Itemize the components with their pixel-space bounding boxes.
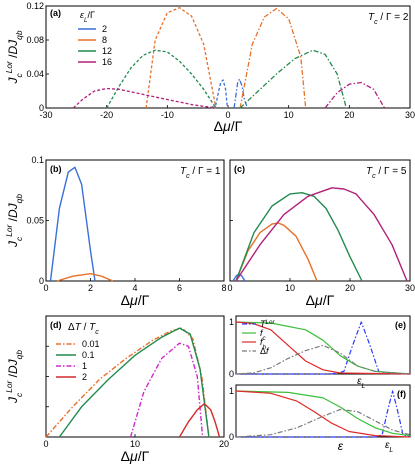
panel-b-tag: (b) xyxy=(50,164,62,174)
panel-d-legend-label: 0.01 xyxy=(82,339,100,349)
panel-a-series-2-dashed xyxy=(210,79,229,109)
panel-b-ytick-label: 0.1 xyxy=(31,155,44,165)
panel-c-xtick-label: 0 xyxy=(227,283,232,293)
panel-b-ytick-label: 0 xyxy=(39,276,44,286)
panel-d-xlabel: Δμ/Γ xyxy=(121,448,150,464)
panel-d-xtick-label: 10 xyxy=(130,439,140,449)
panel-d-xtick-label: 20 xyxy=(219,439,229,449)
panel-b-xtick-label: 4 xyxy=(132,283,137,293)
panel-a-series-12-dashed xyxy=(106,49,217,109)
panel-f-series-f_c xyxy=(235,390,411,437)
panel-c-xlabel: Δμ/Γ xyxy=(306,292,335,308)
panel-a-xtick-label: 20 xyxy=(344,110,354,120)
panel-d-legend-title: ΔT / Tc xyxy=(68,322,99,336)
panel-f-series-T^Lor xyxy=(236,390,411,438)
panel-e-legend-label: TLor xyxy=(260,319,276,330)
panel-d-legend-label: 0.1 xyxy=(82,350,95,360)
panel-b-ylabel: JcLor /DJqb xyxy=(4,194,24,248)
panel-a-xtick-label: -10 xyxy=(161,110,174,120)
panel-c-series-16 xyxy=(235,187,408,282)
panel-d-series-2 xyxy=(178,403,221,438)
panel-a-legend-label: 16 xyxy=(102,57,112,67)
panel-b-xlabel: Δμ/Γ xyxy=(121,292,150,308)
panel-b-series-2 xyxy=(49,166,96,282)
panel-e-ytick-label: 1 xyxy=(229,317,234,327)
panel-b-xtick-label: 2 xyxy=(88,283,93,293)
panel-a-legend-label: 2 xyxy=(102,24,107,34)
panel-a-xlabel: Δμ/Γ xyxy=(214,118,243,134)
panel-c-xtick-label: 10 xyxy=(285,283,295,293)
panel-f-series-f_h xyxy=(235,390,411,438)
panel-d-ylabel: JcLor /DJqb xyxy=(4,350,24,404)
panel-a-series-8-dashed xyxy=(145,7,217,109)
panel-f-ytick-label: 1 xyxy=(229,386,234,396)
panel-a-series-8-solid xyxy=(239,7,307,109)
panel-c-annotation: Tc / Γ = 5 xyxy=(366,166,407,180)
panel-e-series-f_h xyxy=(235,321,411,375)
panel-a-series-12-solid xyxy=(239,49,347,109)
panel-a-series-16-dashed xyxy=(72,87,216,109)
panel-e-ytick-label: 0 xyxy=(229,369,234,379)
panel-a-xtick-label: -30 xyxy=(39,110,52,120)
panel-d-legend-label: 2 xyxy=(82,372,87,382)
panel-a-xtick-label: -20 xyxy=(100,110,113,120)
panel-e-tag: (e) xyxy=(395,320,406,330)
panel-f-tag: (f) xyxy=(397,389,406,399)
panel-c-tag: (c) xyxy=(234,164,245,174)
panel-b-frame xyxy=(45,159,225,282)
panel-e-legend-label: Δf xyxy=(260,346,270,356)
panel-a-tag: (a) xyxy=(50,8,61,18)
panel-b-xtick-label: 0 xyxy=(43,283,48,293)
panel-a-xtick-label: 10 xyxy=(284,110,294,120)
panel-d-tag: (d) xyxy=(50,320,62,330)
panel-c-xtick-label: 20 xyxy=(345,283,355,293)
panel-f-series-Δf xyxy=(235,408,411,438)
panel-b-xtick-label: 8 xyxy=(221,283,226,293)
panel-d-series-1 xyxy=(129,342,204,438)
panel-b-ytick-label: 0.05 xyxy=(26,216,44,226)
panel-a-ytick-label: 0.08 xyxy=(26,35,44,45)
panel-e-xlabel: εL xyxy=(357,376,365,390)
panel-a-series-16-solid xyxy=(324,81,386,109)
panel-b-series-8 xyxy=(56,273,114,282)
panel-c-frame xyxy=(229,159,411,282)
panel-c-xtick-label: 30 xyxy=(405,283,415,293)
panel-c-series-8 xyxy=(235,222,318,282)
panel-a-legend-label: 8 xyxy=(102,35,107,45)
panel-a-legend-label: 12 xyxy=(102,46,112,56)
panel-a-legend-title: εL/Γ xyxy=(80,10,95,24)
panel-c-series-12 xyxy=(235,191,363,282)
panel-f-ytick-label: 0 xyxy=(229,432,234,442)
panel-b-xtick-label: 6 xyxy=(177,283,182,293)
panel-a-frame xyxy=(45,5,411,109)
panel-a-ytick-label: 0.12 xyxy=(26,1,44,11)
panel-b-annotation: Tc / Γ = 1 xyxy=(180,166,221,180)
panel-f-xlabel: ε xyxy=(338,439,344,453)
panel-e-legend-label: fc xyxy=(260,328,267,342)
panel-a-xtick-label: 30 xyxy=(405,110,415,120)
panel-d-legend-label: 1 xyxy=(82,361,87,371)
panel-a-ytick-label: 0.04 xyxy=(26,69,44,79)
panel-e-legend-label: fh xyxy=(260,337,267,351)
panel-a-ylabel: JcLor /DJqb xyxy=(4,30,24,84)
panel-a-annotation: Tc / Γ = 2 xyxy=(368,12,409,26)
panel-f-xmarker: εL xyxy=(385,440,393,454)
panel-a-ytick-label: 0 xyxy=(39,103,44,113)
panel-d-series-0.1 xyxy=(58,327,210,438)
panel-d-xtick-label: 0 xyxy=(43,439,48,449)
panel-a-xtick-label: 0 xyxy=(225,110,230,120)
